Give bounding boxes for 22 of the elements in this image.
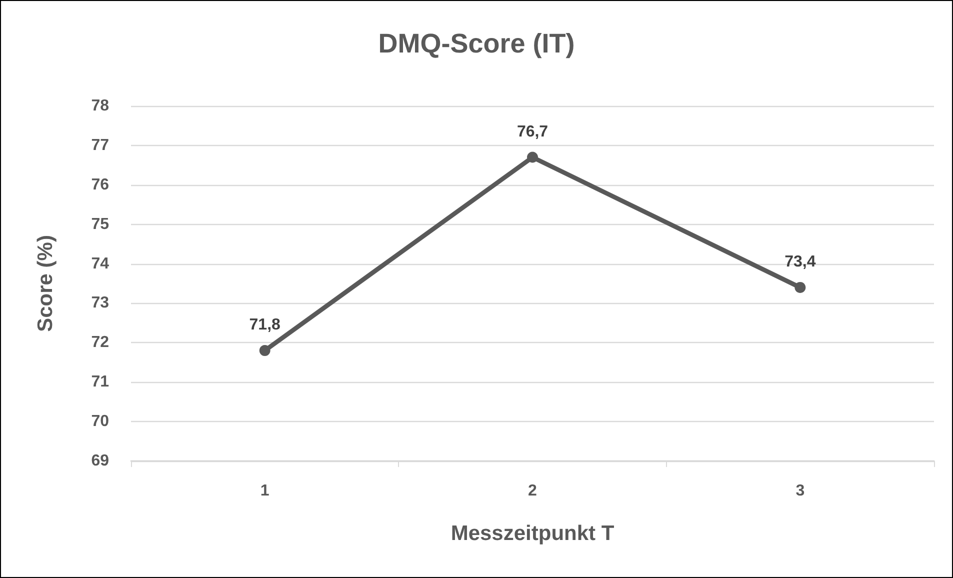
- data-label: 76,7: [516, 123, 548, 140]
- point: [527, 152, 538, 163]
- x-tick-label: 1: [260, 482, 270, 500]
- y-tick-label: 71: [91, 374, 110, 391]
- data-label: 73,4: [784, 253, 816, 270]
- y-tick-label: 72: [91, 334, 110, 352]
- y-tick-label: 77: [91, 136, 110, 154]
- y-tick-label: 70: [91, 413, 110, 430]
- y-tick-label: 74: [91, 255, 110, 272]
- x-axis-title: Messzeitpunkt T: [450, 522, 614, 545]
- y-tick-label: 73: [91, 294, 110, 312]
- y-tick-label: 78: [91, 98, 110, 114]
- y-tick-label: 69: [91, 452, 110, 470]
- x-tick-label: 2: [528, 482, 538, 500]
- point: [794, 282, 806, 293]
- chart-title: DMQ-Score (IT): [378, 28, 575, 58]
- y-tick-label: 75: [91, 216, 110, 233]
- data-label: 71,8: [249, 316, 281, 334]
- x-tick-label: 3: [796, 482, 805, 500]
- y-axis-title: Score (%): [34, 235, 57, 332]
- y-tick-label: 76: [91, 176, 110, 194]
- point: [259, 345, 270, 356]
